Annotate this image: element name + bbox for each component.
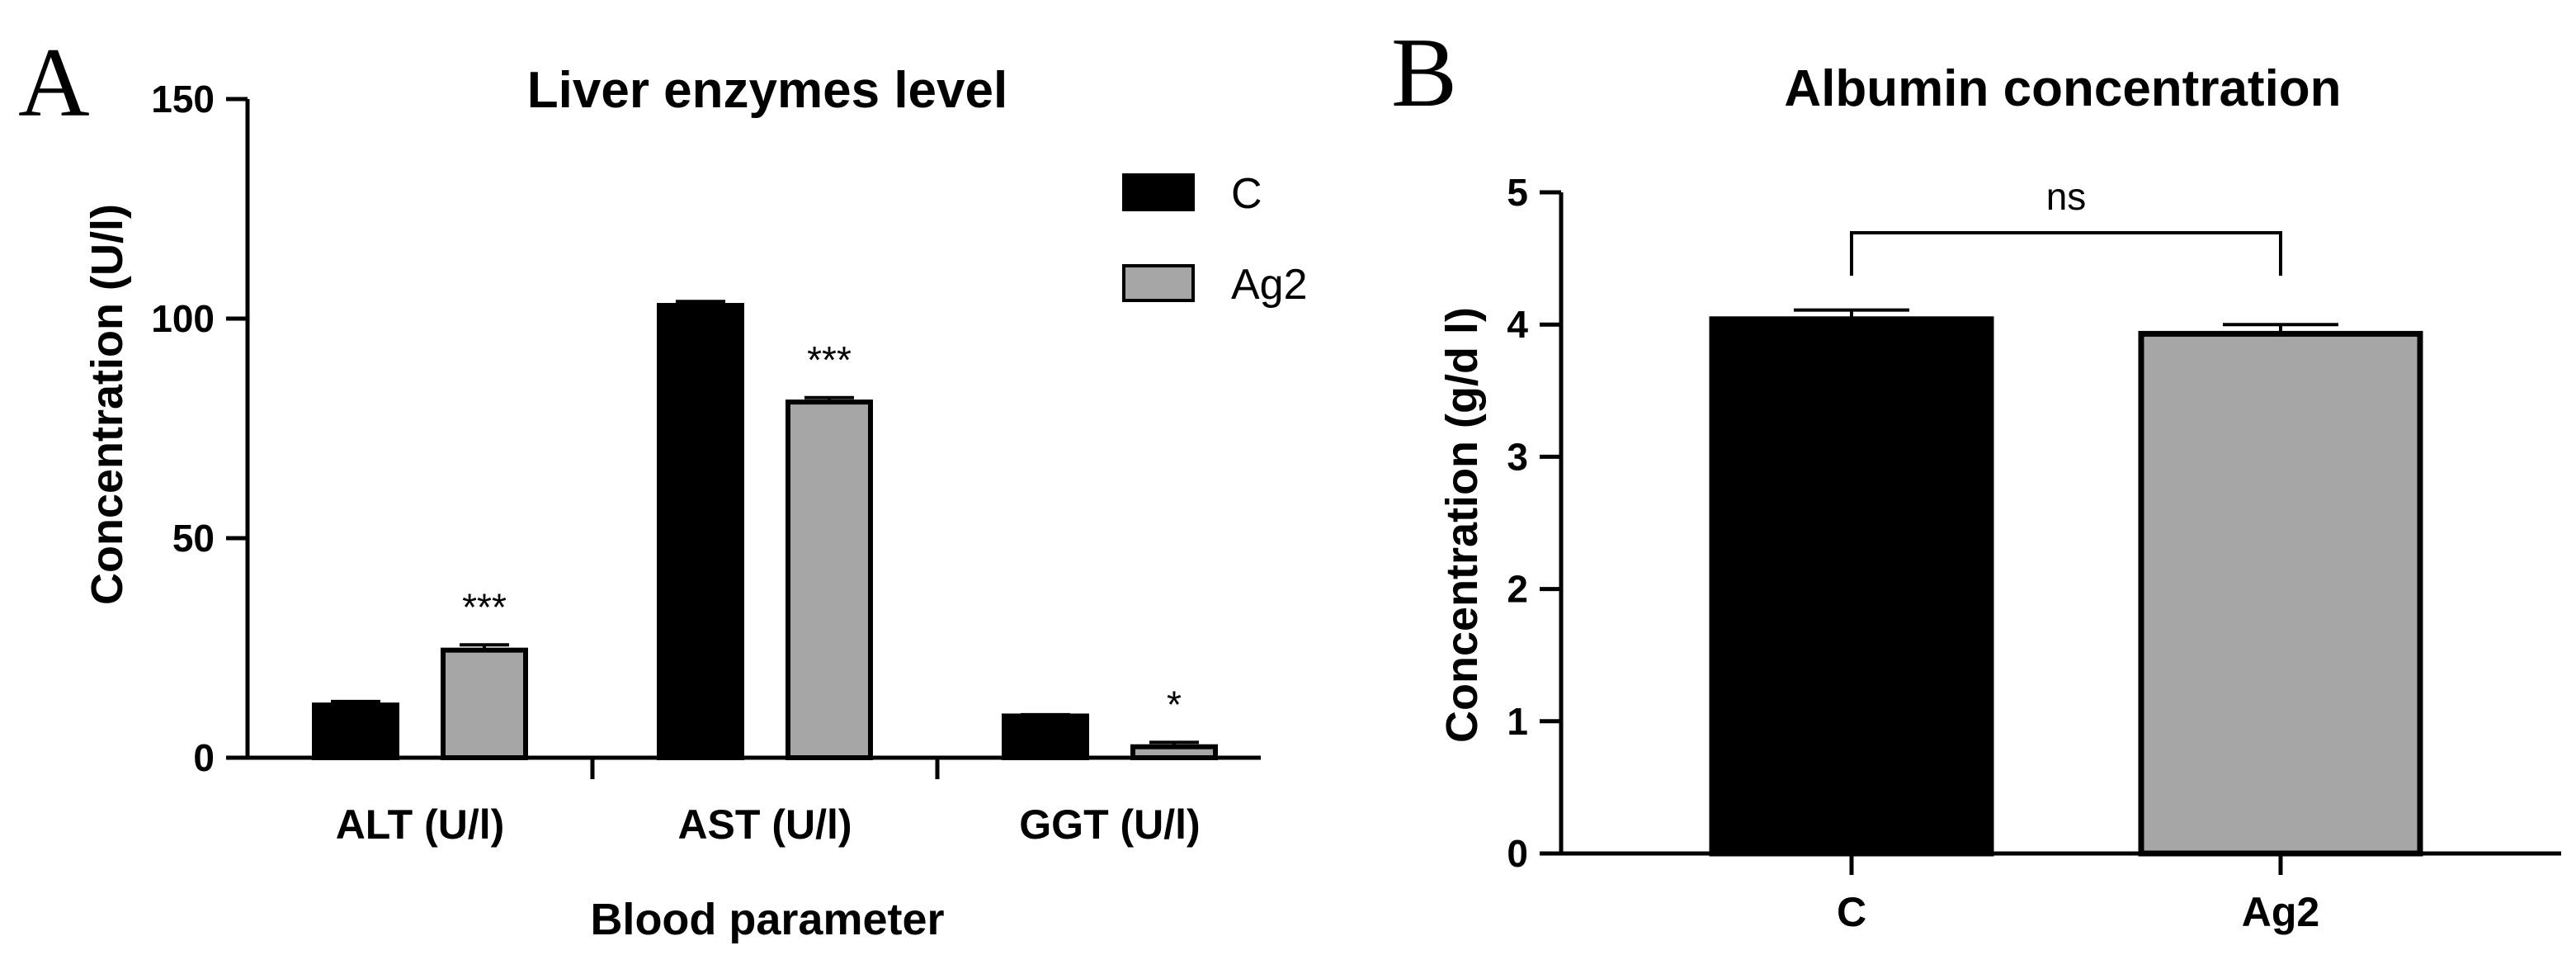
chart-b-title: Albumin concentration [1784,60,2341,117]
chart-a-bar-c [1002,713,1089,761]
chart-a-x-axis-label: Blood parameter [590,895,944,944]
panel-b-albumin-chart: B Albumin concentration Concentration (g… [1391,17,2561,935]
chart-a-bar-ag2 [441,647,528,760]
chart-b-y-axis-label: Concentration (g/d l) [1437,307,1487,743]
chart-b-y-tick-label: 4 [1507,303,1528,346]
chart-b-bar-c [1709,316,1994,857]
chart-a-significance-label: *** [462,585,507,628]
panel-a-liver-enzymes-chart: A Liver enzymes level Concentration (U/l… [18,27,1308,944]
chart-a-category-label: AST (U/l) [677,801,852,848]
chart-b-category-label: Ag2 [2242,889,2319,935]
chart-b-y-tick-label: 1 [1507,700,1528,743]
chart-a-title: Liver enzymes level [527,62,1007,119]
chart-a-y-tick-label: 100 [151,297,215,340]
legend-label-ag2: Ag2 [1231,261,1308,309]
chart-b-significance-bracket [1850,231,2282,276]
chart-a-y-tick-label: 150 [151,78,215,121]
chart-a-legend: C Ag2 [1122,170,1308,309]
chart-b-bar-ag2 [2138,330,2423,857]
chart-b-y-tick-label: 5 [1507,171,1528,214]
chart-b-significance-label: ns [2046,175,2087,218]
chart-a-bar-c [312,702,399,760]
panel-a-letter: A [18,27,90,137]
chart-a-bar-c [657,303,744,761]
chart-a-significance-label: * [1167,683,1182,726]
chart-a-y-tick-label: 0 [193,736,215,779]
legend-label-c: C [1231,170,1262,218]
chart-b-y-tick-label: 0 [1507,832,1528,875]
panel-b-letter: B [1391,17,1457,127]
chart-a-y-tick-label: 50 [172,517,215,560]
chart-b-y-tick-label: 3 [1507,435,1528,478]
chart-b-y-tick-label: 2 [1507,568,1528,611]
chart-a-category-label: GGT (U/l) [1019,801,1200,848]
chart-a-category-label: ALT (U/l) [336,801,505,848]
legend-swatch-c [1122,173,1195,211]
chart-a-significance-label: *** [807,338,852,381]
chart-b-category-label: C [1837,889,1866,935]
legend-swatch-ag2 [1122,264,1195,302]
chart-a-y-axis-label: Concentration (U/l) [83,204,132,605]
chart-a-bar-ag2 [786,399,873,760]
